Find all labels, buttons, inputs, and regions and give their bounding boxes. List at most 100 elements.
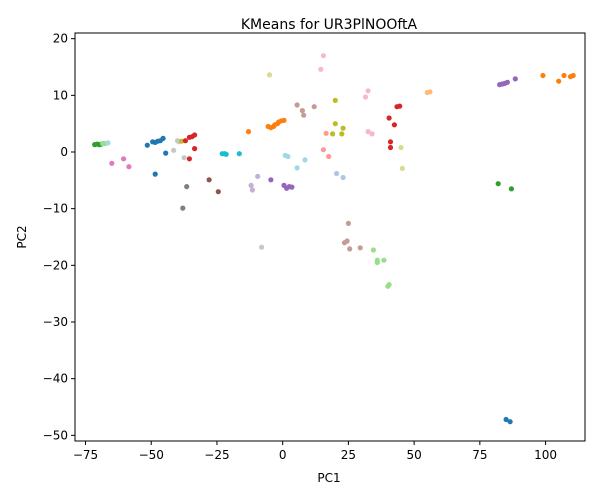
data-point bbox=[340, 174, 346, 181]
data-point bbox=[160, 135, 166, 141]
data-point bbox=[508, 186, 514, 192]
data-point bbox=[374, 257, 380, 263]
data-point bbox=[266, 72, 273, 78]
x-tick-label: 50 bbox=[406, 448, 421, 462]
data-point bbox=[121, 156, 127, 162]
data-point bbox=[334, 170, 340, 177]
data-point bbox=[245, 129, 252, 135]
data-point bbox=[344, 238, 350, 244]
y-tick-label: 0 bbox=[60, 145, 68, 159]
data-point bbox=[248, 182, 254, 188]
data-point bbox=[182, 138, 188, 144]
data-point bbox=[294, 165, 300, 171]
data-point bbox=[365, 129, 371, 135]
data-point bbox=[236, 151, 242, 157]
data-point bbox=[320, 147, 326, 153]
data-point bbox=[192, 146, 198, 152]
data-point bbox=[362, 94, 369, 100]
data-point bbox=[302, 157, 308, 163]
x-tick-label: −75 bbox=[73, 448, 98, 462]
data-point bbox=[540, 72, 546, 79]
data-point bbox=[330, 131, 336, 137]
data-point bbox=[318, 66, 324, 72]
data-point bbox=[181, 155, 187, 161]
y-axis-label: PC2 bbox=[15, 225, 29, 248]
x-tick-label: −25 bbox=[204, 448, 229, 462]
data-point bbox=[339, 131, 345, 137]
data-point bbox=[386, 282, 392, 288]
data-point bbox=[387, 139, 394, 145]
data-point bbox=[570, 72, 576, 79]
data-point bbox=[311, 104, 317, 110]
data-point bbox=[512, 76, 518, 82]
data-point bbox=[365, 88, 371, 94]
y-tick-label: 20 bbox=[53, 32, 68, 46]
data-point bbox=[255, 173, 261, 179]
y-axis-ticks: −50 −40 −30 −20 −10 0 10 20 bbox=[43, 32, 75, 442]
data-point bbox=[387, 144, 394, 151]
y-tick-label: −30 bbox=[43, 315, 68, 329]
data-point bbox=[178, 138, 185, 144]
data-point bbox=[171, 147, 177, 153]
x-axis-label: PC1 bbox=[317, 471, 340, 485]
data-point bbox=[399, 165, 405, 171]
data-point bbox=[503, 416, 509, 423]
data-point bbox=[152, 171, 158, 177]
x-tick-label: −50 bbox=[139, 448, 164, 462]
y-tick-label: −50 bbox=[43, 428, 68, 442]
data-point bbox=[294, 102, 300, 108]
data-point bbox=[105, 140, 111, 146]
data-point bbox=[326, 153, 332, 160]
data-point bbox=[301, 112, 307, 118]
y-tick-label: −40 bbox=[43, 372, 68, 386]
data-point bbox=[192, 132, 198, 138]
data-point bbox=[249, 187, 255, 193]
data-point bbox=[259, 244, 265, 250]
chart-title: KMeans for UR3PlNOOftA bbox=[241, 17, 418, 33]
data-point bbox=[215, 189, 221, 195]
data-point bbox=[381, 257, 387, 263]
data-point bbox=[504, 79, 510, 85]
data-point bbox=[357, 245, 363, 251]
data-point bbox=[206, 177, 212, 183]
data-point bbox=[281, 117, 287, 123]
plot-area-frame bbox=[74, 32, 586, 442]
data-point bbox=[323, 130, 329, 136]
data-point bbox=[391, 122, 397, 128]
data-point bbox=[223, 151, 229, 157]
data-point bbox=[320, 53, 326, 59]
data-point bbox=[495, 181, 501, 187]
data-point bbox=[507, 419, 513, 425]
data-point bbox=[340, 125, 346, 131]
data-point bbox=[397, 103, 403, 109]
data-point bbox=[126, 164, 132, 170]
data-point bbox=[163, 150, 169, 156]
y-tick-label: −10 bbox=[43, 202, 68, 216]
data-point bbox=[345, 220, 351, 226]
x-tick-label: 25 bbox=[341, 448, 356, 462]
x-tick-label: 75 bbox=[472, 448, 487, 462]
data-point bbox=[285, 153, 291, 160]
points-layer bbox=[92, 53, 576, 425]
y-tick-label: −20 bbox=[43, 258, 68, 272]
data-point bbox=[398, 144, 404, 151]
y-tick-label: 10 bbox=[53, 88, 68, 102]
data-point bbox=[144, 142, 150, 148]
data-point bbox=[386, 115, 392, 121]
data-point bbox=[109, 160, 115, 166]
data-point bbox=[180, 205, 186, 211]
data-point bbox=[332, 121, 338, 127]
data-point bbox=[369, 131, 375, 137]
data-point bbox=[299, 108, 305, 114]
x-axis-ticks: −75 −50 −25 0 25 50 75 100 bbox=[73, 441, 557, 462]
data-point bbox=[268, 177, 274, 183]
data-point bbox=[556, 78, 562, 84]
x-tick-label: 100 bbox=[534, 448, 557, 462]
data-point bbox=[427, 89, 433, 95]
x-tick-label: 0 bbox=[279, 448, 287, 462]
data-point bbox=[561, 72, 567, 79]
data-point bbox=[184, 184, 190, 190]
data-point bbox=[332, 97, 338, 103]
